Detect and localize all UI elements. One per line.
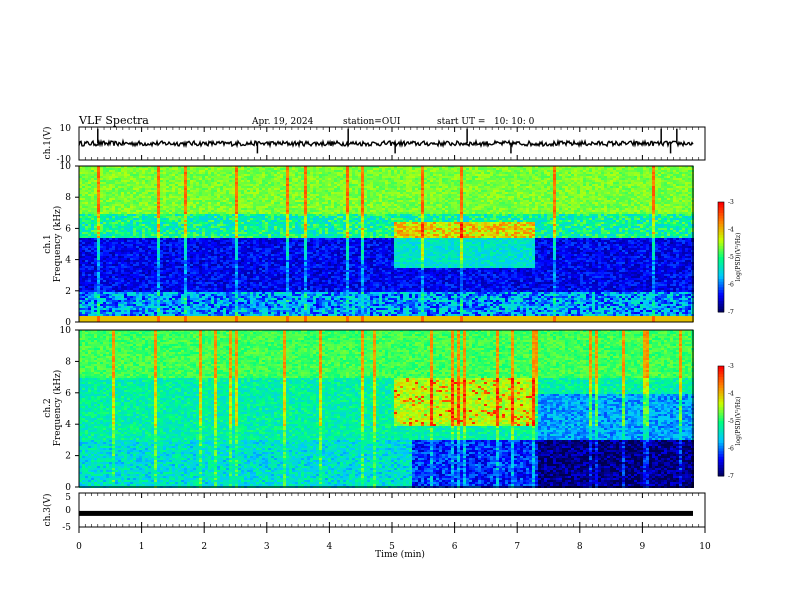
ch1-spec-ytick-label: 2: [65, 287, 71, 297]
ch2-spec-ytick-label: 10: [60, 326, 72, 336]
date-label: Apr. 19, 2024: [251, 117, 314, 127]
ch1-spectrogram-ylabel: Frequency (kHz): [52, 206, 63, 283]
ch1-spectrogram-ylabel-channel: ch.1: [43, 234, 53, 253]
ch2-spec-ytick-label: 0: [65, 483, 71, 493]
ch3-ytick-top: 5: [65, 493, 71, 503]
ch1-colorbar-tick: -4: [728, 227, 734, 234]
ch1-colorbar-tick: -5: [728, 254, 734, 261]
ch3-waveform-trace: [79, 511, 693, 516]
ch1-colorbar-tick: -6: [728, 282, 734, 289]
station-label: station=OUI: [343, 117, 401, 127]
ch1-spec-ytick-label: 10: [60, 162, 72, 172]
ch1-colorbar-label: log(PSD)(V²/Hz): [735, 233, 742, 282]
figure-title: VLF Spectra: [78, 114, 149, 127]
ch2-spec-ytick-label: 6: [65, 389, 71, 399]
x-tick-label: 4: [327, 542, 333, 552]
ch1-spec-ytick-label: 6: [65, 224, 71, 234]
ch1-spec-ytick-label: 4: [65, 256, 71, 266]
ch1-colorbar: -3 -4 -5 -6 -7 log(PSD)(V²/Hz): [718, 199, 742, 316]
x-tick-label: 3: [264, 542, 270, 552]
ch2-colorbar: -3 -4 -5 -6 -7 log(PSD)(V²/Hz): [718, 363, 742, 480]
ch2-spectrogram-ylabel-channel: ch.2: [43, 398, 53, 417]
figure: VLF Spectra Apr. 19, 2024 station=OUI st…: [0, 0, 792, 612]
x-tick-label: 7: [514, 542, 520, 552]
ch1-spectrogram-image: [79, 166, 694, 322]
x-tick-label: 10: [699, 542, 711, 552]
x-tick-label: 8: [577, 542, 583, 552]
ch2-colorbar-tick: -4: [728, 391, 734, 398]
x-tick-label: 1: [139, 542, 145, 552]
ch2-colorbar-label: log(PSD)(V²/Hz): [735, 397, 742, 446]
ch3-ytick-bottom: -5: [62, 523, 71, 533]
ch2-spectrogram-ylabel: Frequency (kHz): [52, 370, 63, 447]
ch2-spec-ytick-label: 2: [65, 452, 71, 462]
ch1-colorbar-tick: -3: [728, 199, 734, 206]
x-tick-label: 0: [76, 542, 82, 552]
ch2-spec-ytick-label: 4: [65, 420, 71, 430]
x-axis-label: Time (min): [375, 549, 425, 560]
ch3-ytick-mid: 0: [65, 506, 71, 516]
panel-ch2-spectrogram: 0 2 4 6 8 10 ch.2 Frequency (kHz) -3 -4 -5 -6 -7 l…: [43, 326, 742, 493]
ch2-spec-ytick-label: 8: [65, 357, 71, 367]
ch2-colorbar-tick: -3: [728, 363, 734, 370]
x-tick-label: 6: [452, 542, 458, 552]
ch3-waveform-ylabel: ch.3(V): [42, 494, 53, 527]
ch2-spectrogram-image: [79, 330, 694, 488]
ch1-ytick-top: 10: [60, 124, 72, 134]
start-ut-label: start UT = 10: 10: 0: [437, 117, 535, 127]
ch1-spec-ytick-label: 8: [65, 193, 71, 203]
ch2-colorbar-tick: -6: [728, 446, 734, 453]
ch1-colorbar-tick: -7: [728, 309, 734, 316]
ch1-waveform-ylabel: ch.1(V): [42, 127, 53, 160]
ch2-colorbar-tick: -7: [728, 473, 734, 480]
x-tick-label: 9: [640, 542, 646, 552]
ch2-colorbar-tick: -5: [728, 418, 734, 425]
x-tick-label: 2: [201, 542, 207, 552]
